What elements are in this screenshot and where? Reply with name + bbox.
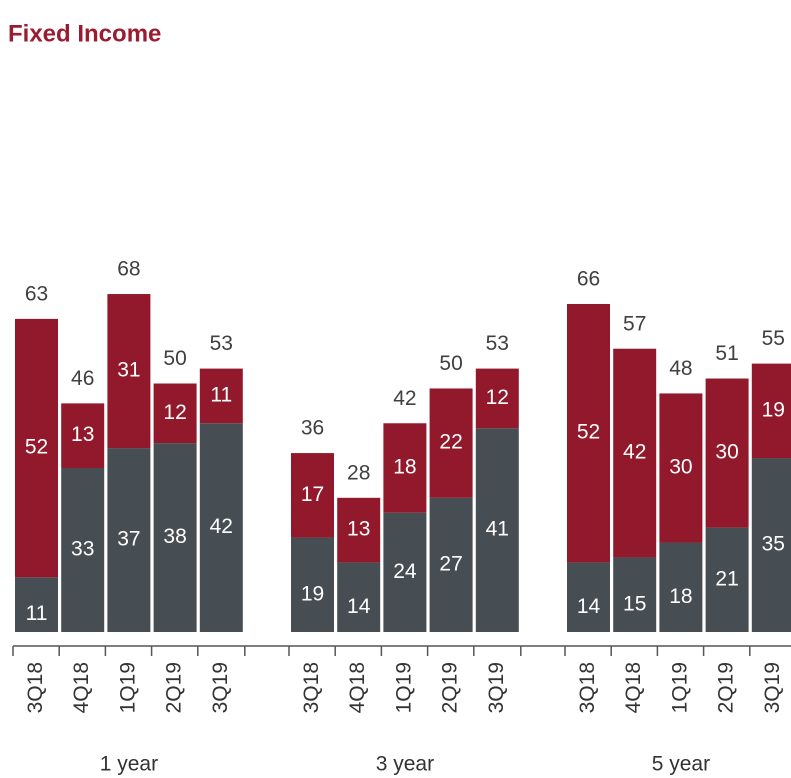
bar-segment	[659, 542, 703, 632]
x-tick-label: 3Q19	[485, 662, 508, 713]
total-label: 50	[163, 347, 186, 370]
value-label: 15	[623, 592, 646, 615]
bar-segment	[659, 393, 703, 543]
bar-segment	[153, 443, 197, 632]
bar-segment	[383, 512, 427, 632]
value-label: 11	[210, 383, 232, 406]
bar-segment	[429, 497, 473, 632]
total-label: 42	[393, 387, 416, 410]
x-tick-label: 2Q19	[439, 662, 462, 713]
bar-segment	[15, 577, 58, 632]
total-label: 66	[577, 268, 600, 291]
bar-segment	[61, 467, 105, 632]
group-label: 3 year	[376, 753, 434, 776]
bar-segment	[613, 557, 657, 632]
total-label: 53	[486, 332, 509, 355]
bar-segment	[567, 562, 610, 632]
group-label: 5 year	[652, 753, 710, 776]
bar-segment	[199, 423, 243, 632]
value-label: 42	[210, 515, 233, 538]
bar-segment	[153, 383, 197, 444]
bar-segment	[15, 318, 58, 578]
x-tick-label: 2Q19	[163, 662, 186, 713]
value-label: 21	[715, 567, 738, 590]
total-label: 68	[117, 258, 140, 281]
value-label: 52	[577, 421, 600, 444]
value-label: 35	[762, 533, 785, 556]
bar-segment	[199, 368, 243, 424]
bar-segment	[567, 303, 610, 563]
value-label: 27	[439, 552, 462, 575]
value-label: 41	[486, 518, 509, 541]
value-label: 11	[26, 602, 48, 625]
x-tick-label: 4Q18	[70, 662, 93, 713]
x-tick-label: 3Q18	[300, 662, 323, 713]
value-label: 14	[347, 595, 371, 618]
value-label: 30	[715, 441, 738, 464]
bar-segment	[705, 527, 749, 632]
x-tick-label: 3Q18	[576, 662, 599, 713]
bar-segment	[291, 453, 334, 538]
x-tick-label: 3Q19	[761, 662, 784, 713]
value-label: 14	[577, 595, 601, 618]
total-label: 57	[623, 312, 646, 335]
total-label: 53	[210, 332, 233, 355]
bar-segment	[383, 423, 427, 513]
value-label: 13	[71, 423, 94, 446]
value-label: 12	[163, 401, 186, 424]
total-label: 51	[715, 342, 738, 365]
bar-segment	[107, 448, 151, 632]
bar-segment	[61, 403, 105, 468]
value-label: 37	[117, 528, 140, 551]
value-label: 24	[393, 560, 417, 583]
bar-segment	[705, 378, 749, 528]
value-label: 18	[393, 456, 416, 479]
value-label: 30	[669, 456, 692, 479]
bar-segment	[475, 368, 519, 429]
x-tick-label: 3Q19	[209, 662, 232, 713]
bar-segment	[337, 497, 381, 563]
total-label: 63	[25, 282, 48, 305]
total-label: 50	[439, 352, 462, 375]
value-label: 52	[25, 436, 48, 459]
value-label: 38	[163, 525, 186, 548]
value-label: 12	[486, 386, 509, 409]
total-label: 28	[347, 461, 370, 484]
value-label: 19	[762, 398, 785, 421]
x-tick-label: 4Q18	[346, 662, 369, 713]
value-label: 13	[347, 518, 370, 541]
value-label: 42	[623, 441, 646, 464]
bar-segment	[613, 348, 657, 558]
bar-segment	[429, 388, 473, 498]
x-tick-label: 1Q19	[668, 662, 691, 713]
value-label: 22	[439, 431, 462, 454]
value-label: 33	[71, 538, 94, 561]
bar-segment	[751, 363, 791, 459]
bar-segment	[337, 562, 381, 632]
total-label: 46	[71, 367, 94, 390]
total-label: 48	[669, 357, 692, 380]
total-label: 55	[762, 327, 785, 350]
x-tick-label: 1Q19	[392, 662, 415, 713]
x-tick-label: 1Q19	[116, 662, 139, 713]
chart-title: Fixed Income	[8, 20, 161, 47]
bar-segment	[751, 458, 791, 632]
value-label: 31	[117, 359, 140, 382]
bar-segment	[291, 537, 334, 632]
value-label: 18	[669, 585, 692, 608]
value-label: 19	[301, 582, 324, 605]
x-tick-label: 4Q18	[622, 662, 645, 713]
group-label: 1 year	[100, 753, 158, 776]
value-label: 17	[301, 483, 324, 506]
total-label: 36	[301, 417, 324, 440]
x-tick-label: 2Q19	[715, 662, 738, 713]
bar-segment	[475, 428, 519, 632]
x-tick-label: 3Q18	[24, 662, 47, 713]
bar-segment	[107, 294, 151, 449]
